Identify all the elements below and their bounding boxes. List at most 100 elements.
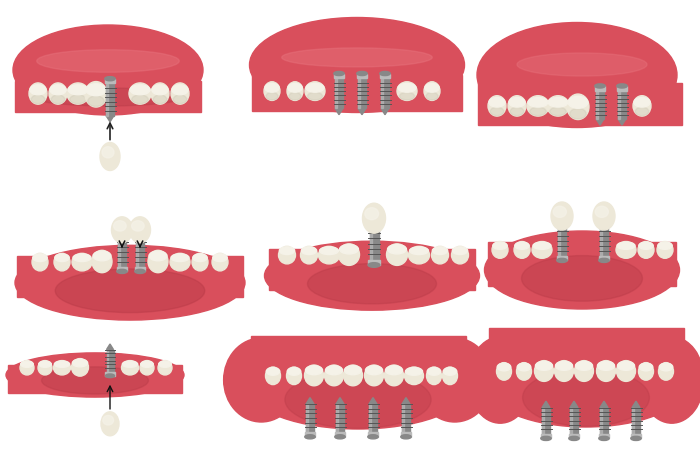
Ellipse shape	[55, 269, 204, 312]
Bar	[570, 408, 578, 433]
Ellipse shape	[21, 361, 34, 368]
Ellipse shape	[517, 53, 647, 76]
Bar	[368, 260, 380, 265]
Ellipse shape	[304, 365, 323, 386]
Ellipse shape	[67, 83, 89, 104]
Bar	[136, 237, 138, 267]
Ellipse shape	[41, 367, 148, 394]
Ellipse shape	[509, 98, 525, 107]
Ellipse shape	[535, 361, 554, 382]
Ellipse shape	[638, 241, 654, 258]
Ellipse shape	[141, 361, 153, 368]
Ellipse shape	[279, 246, 295, 264]
Bar	[596, 91, 604, 119]
Ellipse shape	[171, 254, 189, 262]
Ellipse shape	[634, 98, 650, 107]
Ellipse shape	[405, 368, 423, 375]
Ellipse shape	[595, 84, 606, 88]
Ellipse shape	[130, 217, 150, 243]
Ellipse shape	[6, 353, 184, 397]
Polygon shape	[618, 119, 626, 125]
Ellipse shape	[659, 363, 673, 371]
Ellipse shape	[527, 96, 549, 116]
Bar	[402, 404, 404, 432]
Bar	[334, 73, 344, 78]
Ellipse shape	[266, 92, 278, 100]
Ellipse shape	[631, 436, 641, 440]
Bar	[631, 433, 641, 439]
Ellipse shape	[553, 206, 566, 218]
Bar	[368, 432, 378, 437]
Bar	[541, 433, 551, 439]
Bar	[369, 404, 371, 432]
Ellipse shape	[388, 245, 407, 254]
Ellipse shape	[302, 247, 316, 255]
Ellipse shape	[528, 98, 548, 107]
Ellipse shape	[409, 246, 430, 264]
Ellipse shape	[510, 107, 524, 116]
Ellipse shape	[397, 82, 417, 100]
Bar	[370, 227, 379, 260]
Ellipse shape	[517, 362, 531, 380]
Ellipse shape	[148, 250, 168, 273]
Ellipse shape	[488, 96, 506, 116]
Ellipse shape	[365, 208, 379, 219]
Ellipse shape	[616, 241, 636, 258]
Bar	[542, 408, 550, 433]
Ellipse shape	[489, 98, 505, 107]
Ellipse shape	[32, 253, 48, 271]
Ellipse shape	[657, 241, 673, 258]
Polygon shape	[118, 230, 126, 237]
Ellipse shape	[122, 361, 139, 375]
Ellipse shape	[569, 436, 579, 440]
Ellipse shape	[102, 147, 114, 158]
Ellipse shape	[307, 92, 323, 100]
Ellipse shape	[55, 254, 69, 262]
Ellipse shape	[533, 242, 551, 249]
Ellipse shape	[433, 247, 448, 255]
Polygon shape	[632, 401, 640, 408]
Bar	[542, 408, 544, 433]
Ellipse shape	[305, 366, 323, 375]
Ellipse shape	[633, 96, 651, 116]
Ellipse shape	[304, 435, 315, 439]
Ellipse shape	[497, 363, 511, 371]
Ellipse shape	[51, 95, 64, 104]
Polygon shape	[570, 401, 578, 408]
Ellipse shape	[514, 241, 530, 258]
Ellipse shape	[158, 361, 172, 375]
Ellipse shape	[265, 367, 281, 385]
Ellipse shape	[15, 245, 245, 320]
Bar	[118, 237, 120, 267]
Bar	[598, 255, 609, 261]
Ellipse shape	[598, 258, 609, 262]
Ellipse shape	[658, 242, 672, 249]
Bar	[558, 226, 560, 255]
Ellipse shape	[132, 95, 148, 104]
Ellipse shape	[380, 71, 390, 76]
Ellipse shape	[400, 92, 414, 100]
Ellipse shape	[617, 84, 627, 88]
Bar	[489, 242, 676, 286]
Ellipse shape	[431, 246, 449, 264]
Ellipse shape	[551, 202, 573, 230]
Ellipse shape	[492, 241, 508, 258]
Bar	[8, 365, 182, 393]
Ellipse shape	[340, 245, 358, 254]
Bar	[370, 227, 372, 260]
Ellipse shape	[517, 363, 531, 371]
Ellipse shape	[50, 85, 66, 95]
Ellipse shape	[265, 241, 480, 310]
Ellipse shape	[305, 82, 325, 100]
Ellipse shape	[368, 262, 380, 267]
Ellipse shape	[20, 361, 34, 375]
Ellipse shape	[567, 94, 589, 120]
Polygon shape	[106, 344, 113, 350]
Ellipse shape	[71, 359, 88, 376]
Ellipse shape	[442, 367, 458, 385]
Ellipse shape	[452, 247, 468, 255]
Bar	[269, 249, 475, 290]
Bar	[381, 78, 389, 108]
Ellipse shape	[88, 96, 104, 106]
Ellipse shape	[132, 221, 144, 231]
